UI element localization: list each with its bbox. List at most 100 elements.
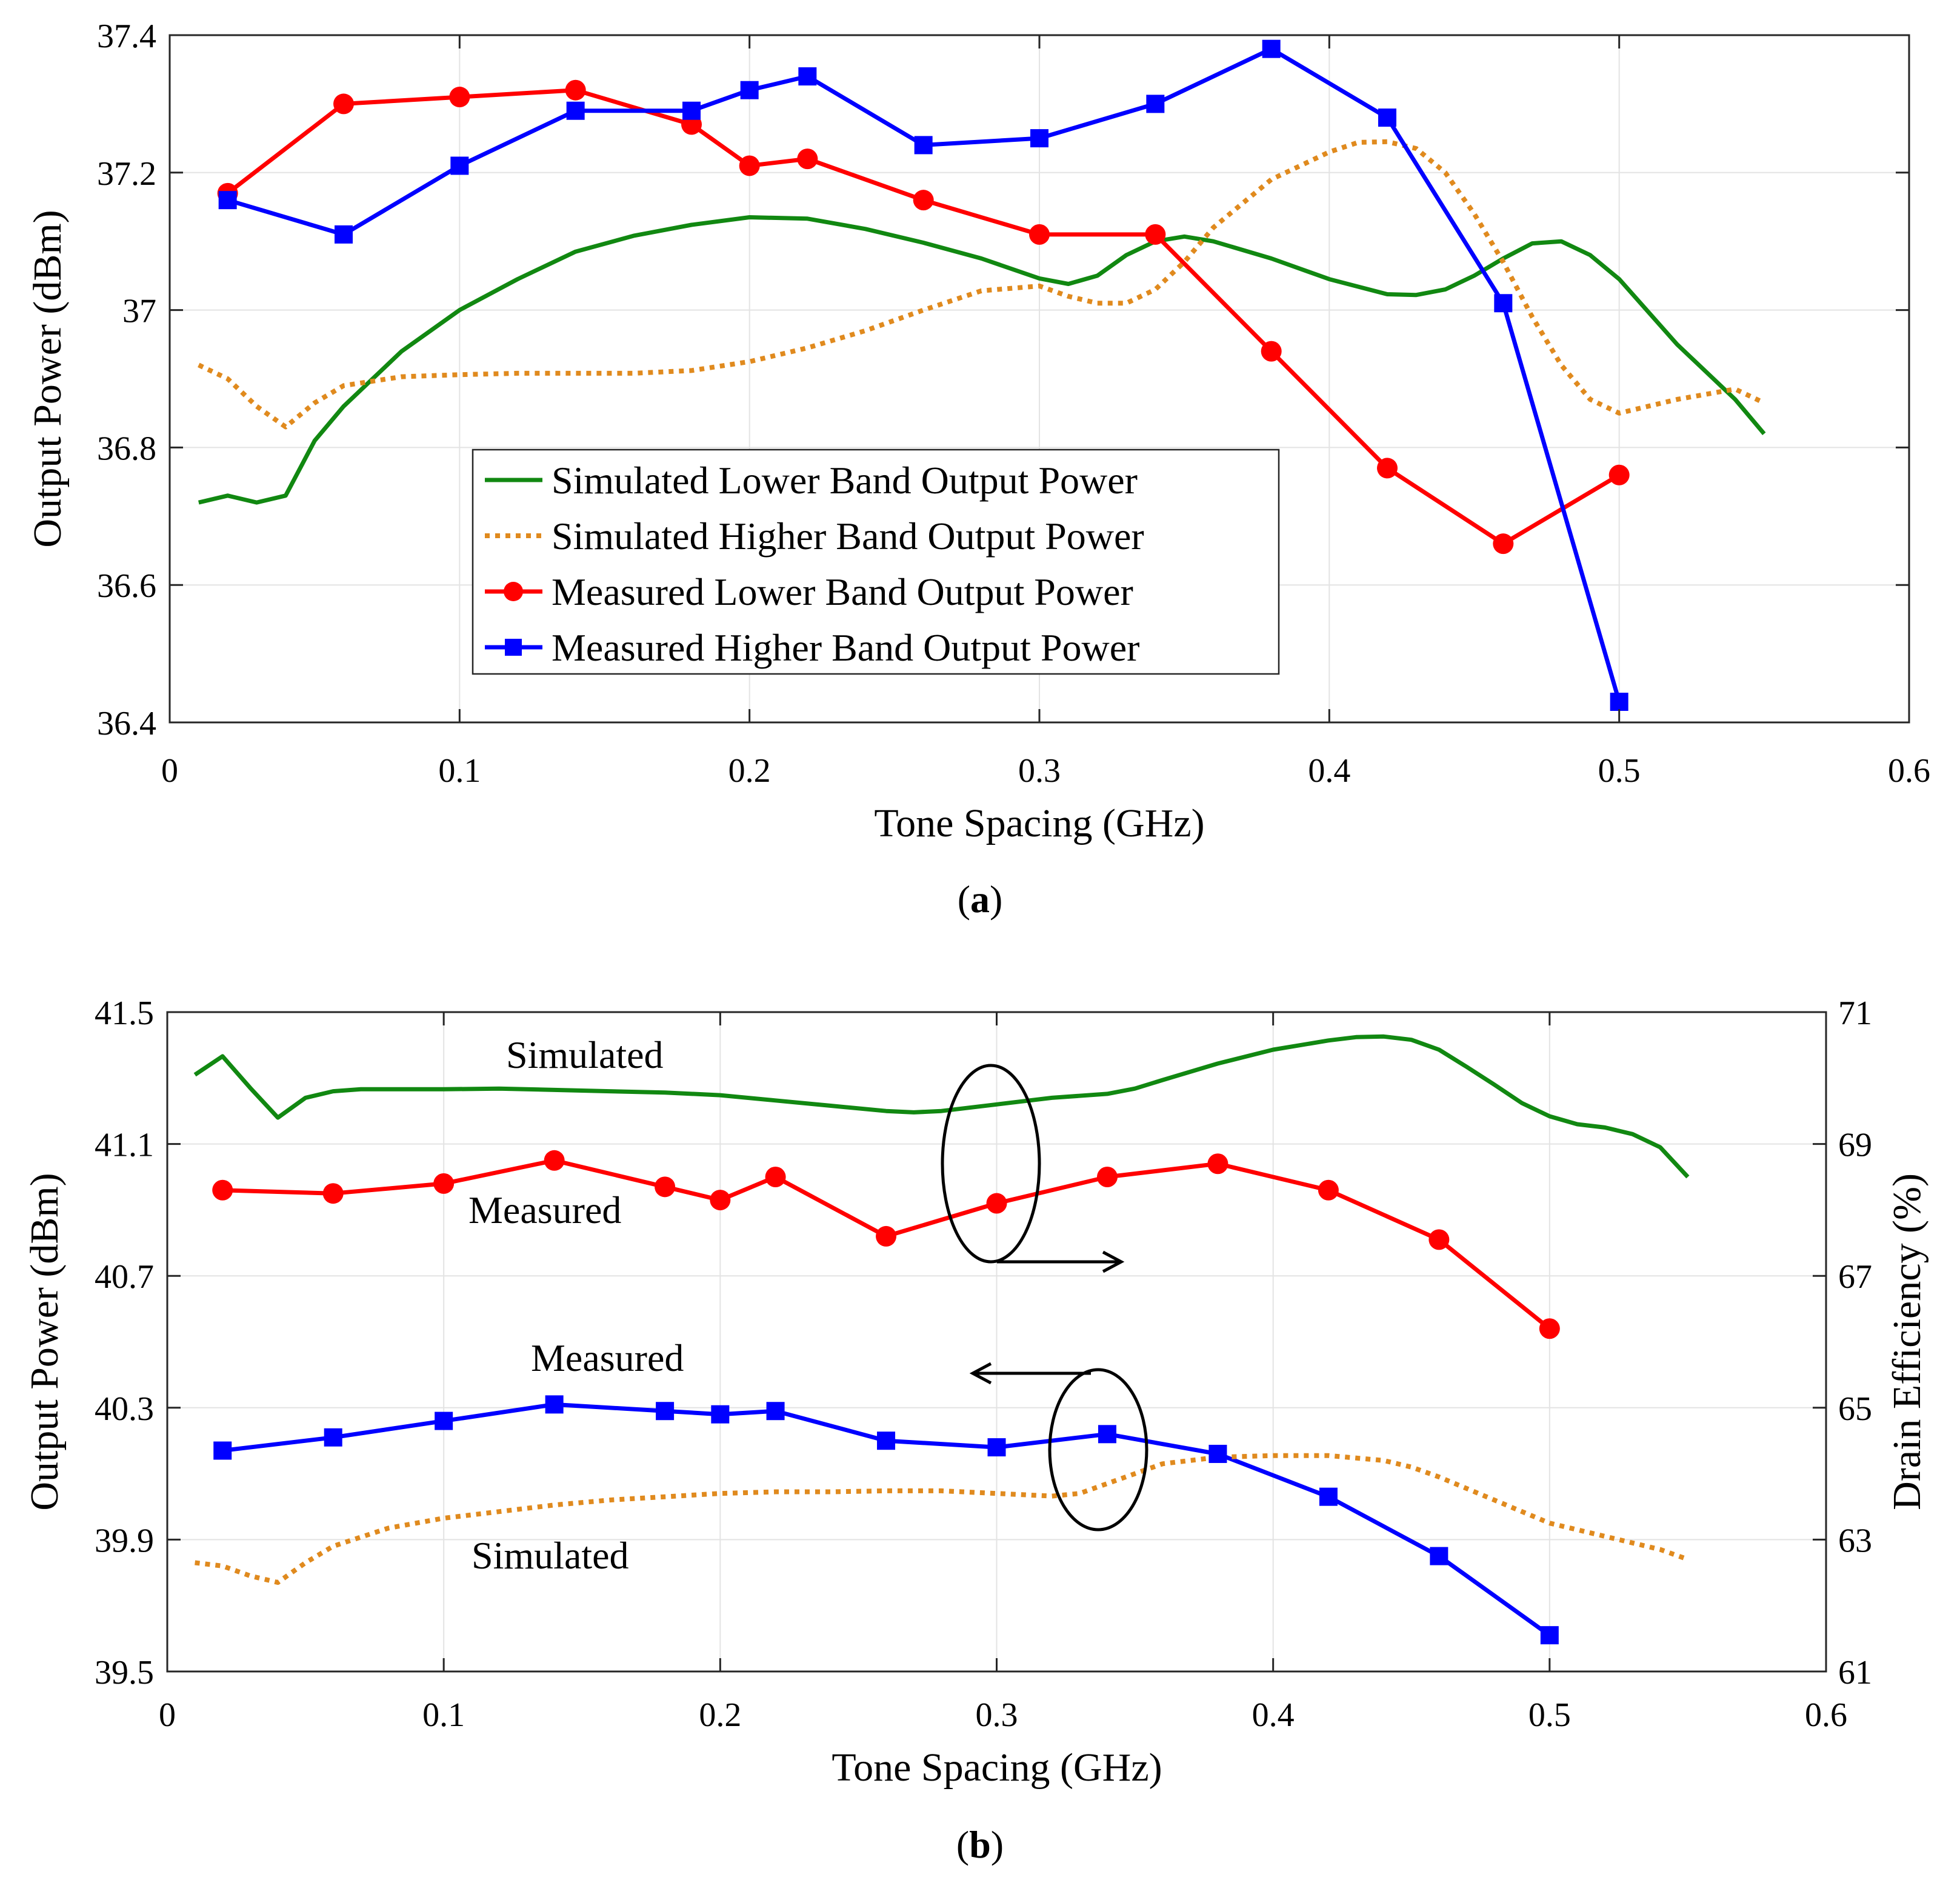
- b-series-line-measured-output-power: [222, 1402, 1551, 1638]
- b-y-right-tick-label: 67: [1838, 1258, 1872, 1296]
- b-x-tick-label: 0.3: [976, 1696, 1018, 1734]
- a-x-tick-label: 0.4: [1308, 752, 1350, 790]
- a-point-measured-lower-band-output-power: [449, 87, 470, 108]
- a-point-measured-lower-band-output-power: [1608, 464, 1630, 485]
- a-x-tick-label: 0.2: [728, 752, 771, 790]
- b-point-measured-output-power: [656, 1402, 675, 1421]
- b-point-measured-output-power: [545, 1395, 564, 1414]
- b-tickmarks: [166, 1011, 1827, 1673]
- a-x-tick-labels: 0 0.1 0.2 0.3 0.4 0.5 0.6: [161, 752, 1930, 790]
- a-y-tick-label: 36.6: [97, 567, 156, 605]
- b-point-measured-output-power: [766, 1402, 785, 1421]
- b-y-right-tick-label: 61: [1838, 1654, 1872, 1691]
- b-point-measured-drain-efficiency: [1428, 1229, 1450, 1250]
- a-tickmarks: [168, 34, 1910, 724]
- b-y-tick-labels-left: 39.5 39.9 40.3 40.7 41.1 41.5: [95, 995, 154, 1691]
- b-point-measured-drain-efficiency: [544, 1150, 565, 1171]
- a-point-measured-higher-band-output-power: [1610, 692, 1628, 711]
- a-y-tick-label: 36.8: [97, 430, 156, 467]
- a-point-measured-lower-band-output-power: [1377, 458, 1398, 479]
- b-y-right-tick-label: 65: [1838, 1390, 1872, 1428]
- a-point-measured-lower-band-output-power: [1493, 533, 1514, 555]
- b-y-axis-title-right: Drain Efficiency (%): [1885, 1173, 1929, 1510]
- a-point-measured-higher-band-output-power: [1030, 129, 1048, 148]
- a-x-tick-label: 0.6: [1888, 752, 1930, 790]
- b-point-measured-drain-efficiency: [710, 1190, 731, 1211]
- a-series-line-simulated-higher-band-output-power: [198, 139, 1765, 430]
- a-point-measured-higher-band-output-power: [914, 136, 933, 155]
- a-legend-marker-meas-lower: [504, 582, 523, 601]
- a-point-measured-higher-band-output-power: [1378, 108, 1396, 127]
- b-point-measured-output-power: [435, 1411, 453, 1430]
- b-point-measured-drain-efficiency: [1318, 1179, 1339, 1201]
- a-point-measured-higher-band-output-power: [1146, 95, 1165, 113]
- a-y-tick-label: 37.2: [97, 155, 156, 193]
- a-y-tick-label: 36.4: [97, 705, 156, 742]
- a-legend-box: [472, 448, 1280, 675]
- a-point-measured-higher-band-output-power: [1494, 294, 1513, 313]
- a-y-tick-label: 37.4: [97, 18, 156, 55]
- a-legend-marker-meas-higher: [505, 639, 522, 656]
- b-ellipse-right-axis-group: [941, 1064, 1041, 1264]
- b-y-tick-label: 40.7: [95, 1258, 154, 1296]
- a-point-measured-lower-band-output-power: [1145, 224, 1166, 245]
- a-x-tick-label: 0.1: [438, 752, 481, 790]
- b-point-measured-output-power: [1098, 1425, 1116, 1444]
- b-x-tick-labels: 0 0.1 0.2 0.3 0.4 0.5 0.6: [159, 1696, 1847, 1734]
- a-series-line-measured-lower-band-output-power: [226, 88, 1621, 546]
- b-series-line-simulated-drain-efficiency: [193, 1034, 1690, 1179]
- b-point-measured-output-power: [324, 1428, 342, 1447]
- b-y-tick-label: 41.5: [95, 995, 154, 1032]
- b-gridlines: [167, 1012, 1826, 1671]
- a-series-line-simulated-lower-band-output-power: [198, 215, 1766, 505]
- b-x-tick-label: 0.5: [1528, 1696, 1571, 1734]
- a-point-measured-higher-band-output-power: [218, 191, 237, 210]
- b-y-tick-label: 41.1: [95, 1127, 154, 1164]
- panel-a: 0 0.1 0.2 0.3 0.4 0.5 0.6 36.4 36.6 36.8 37 37.2 37…: [25, 18, 1930, 921]
- b-y-tick-label: 39.5: [95, 1654, 154, 1691]
- a-point-measured-lower-band-output-power: [1261, 341, 1282, 362]
- b-series-line-measured-drain-efficiency: [222, 1158, 1551, 1330]
- a-legend-label-sim-higher: Simulated Higher Band Output Power: [552, 515, 1144, 558]
- b-annotation-simulated-top: Simulated: [506, 1033, 664, 1076]
- a-point-measured-lower-band-output-power: [739, 155, 760, 176]
- b-series-lines: [193, 1034, 1690, 1638]
- b-arrow-left-head: [969, 1362, 992, 1385]
- a-point-measured-higher-band-output-power: [1262, 39, 1281, 58]
- b-point-measured-drain-efficiency: [212, 1179, 233, 1201]
- a-series-lines: [198, 47, 1766, 702]
- b-point-measured-output-power: [213, 1441, 232, 1460]
- b-x-tick-label: 0.2: [699, 1696, 741, 1734]
- b-x-tick-label: 0: [159, 1696, 176, 1734]
- a-caption-letter: a: [970, 878, 990, 921]
- b-point-measured-drain-efficiency: [1096, 1167, 1118, 1187]
- b-x-tick-label: 0.4: [1252, 1696, 1295, 1734]
- a-x-tick-label: 0: [161, 752, 178, 790]
- a-x-tick-label: 0.3: [1018, 752, 1061, 790]
- b-point-measured-output-power: [987, 1438, 1006, 1457]
- b-caption-letter: b: [969, 1823, 991, 1866]
- a-point-measured-lower-band-output-power: [333, 93, 354, 115]
- a-y-tick-label: 37: [122, 293, 156, 330]
- a-point-measured-higher-band-output-power: [740, 81, 759, 99]
- a-series-line-measured-higher-band-output-power: [227, 47, 1622, 702]
- a-caption: (a): [958, 878, 1003, 921]
- b-arrow-right-head: [1102, 1250, 1125, 1273]
- a-point-measured-higher-band-output-power: [566, 101, 585, 120]
- b-point-measured-drain-efficiency: [876, 1225, 897, 1247]
- a-x-axis-title: Tone Spacing (GHz): [874, 801, 1204, 845]
- b-point-measured-drain-efficiency: [1539, 1318, 1560, 1339]
- a-point-measured-lower-band-output-power: [797, 148, 818, 170]
- b-y-right-tick-label: 69: [1838, 1127, 1872, 1164]
- a-legend-label-sim-lower: Simulated Lower Band Output Power: [552, 459, 1138, 502]
- panel-b: 0 0.1 0.2 0.3 0.4 0.5 0.6 39.5 39.9 40.3 40.7 41.1…: [22, 995, 1929, 1866]
- b-annotation-simulated-bottom: Simulated: [472, 1534, 629, 1577]
- b-point-measured-drain-efficiency: [655, 1176, 676, 1198]
- b-y-right-tick-label: 63: [1838, 1522, 1872, 1559]
- a-point-measured-higher-band-output-power: [798, 67, 817, 86]
- b-x-tick-label: 0.1: [422, 1696, 465, 1734]
- a-legend: Simulated Lower Band Output Power Simula…: [472, 448, 1280, 675]
- b-caption: (b): [956, 1823, 1004, 1866]
